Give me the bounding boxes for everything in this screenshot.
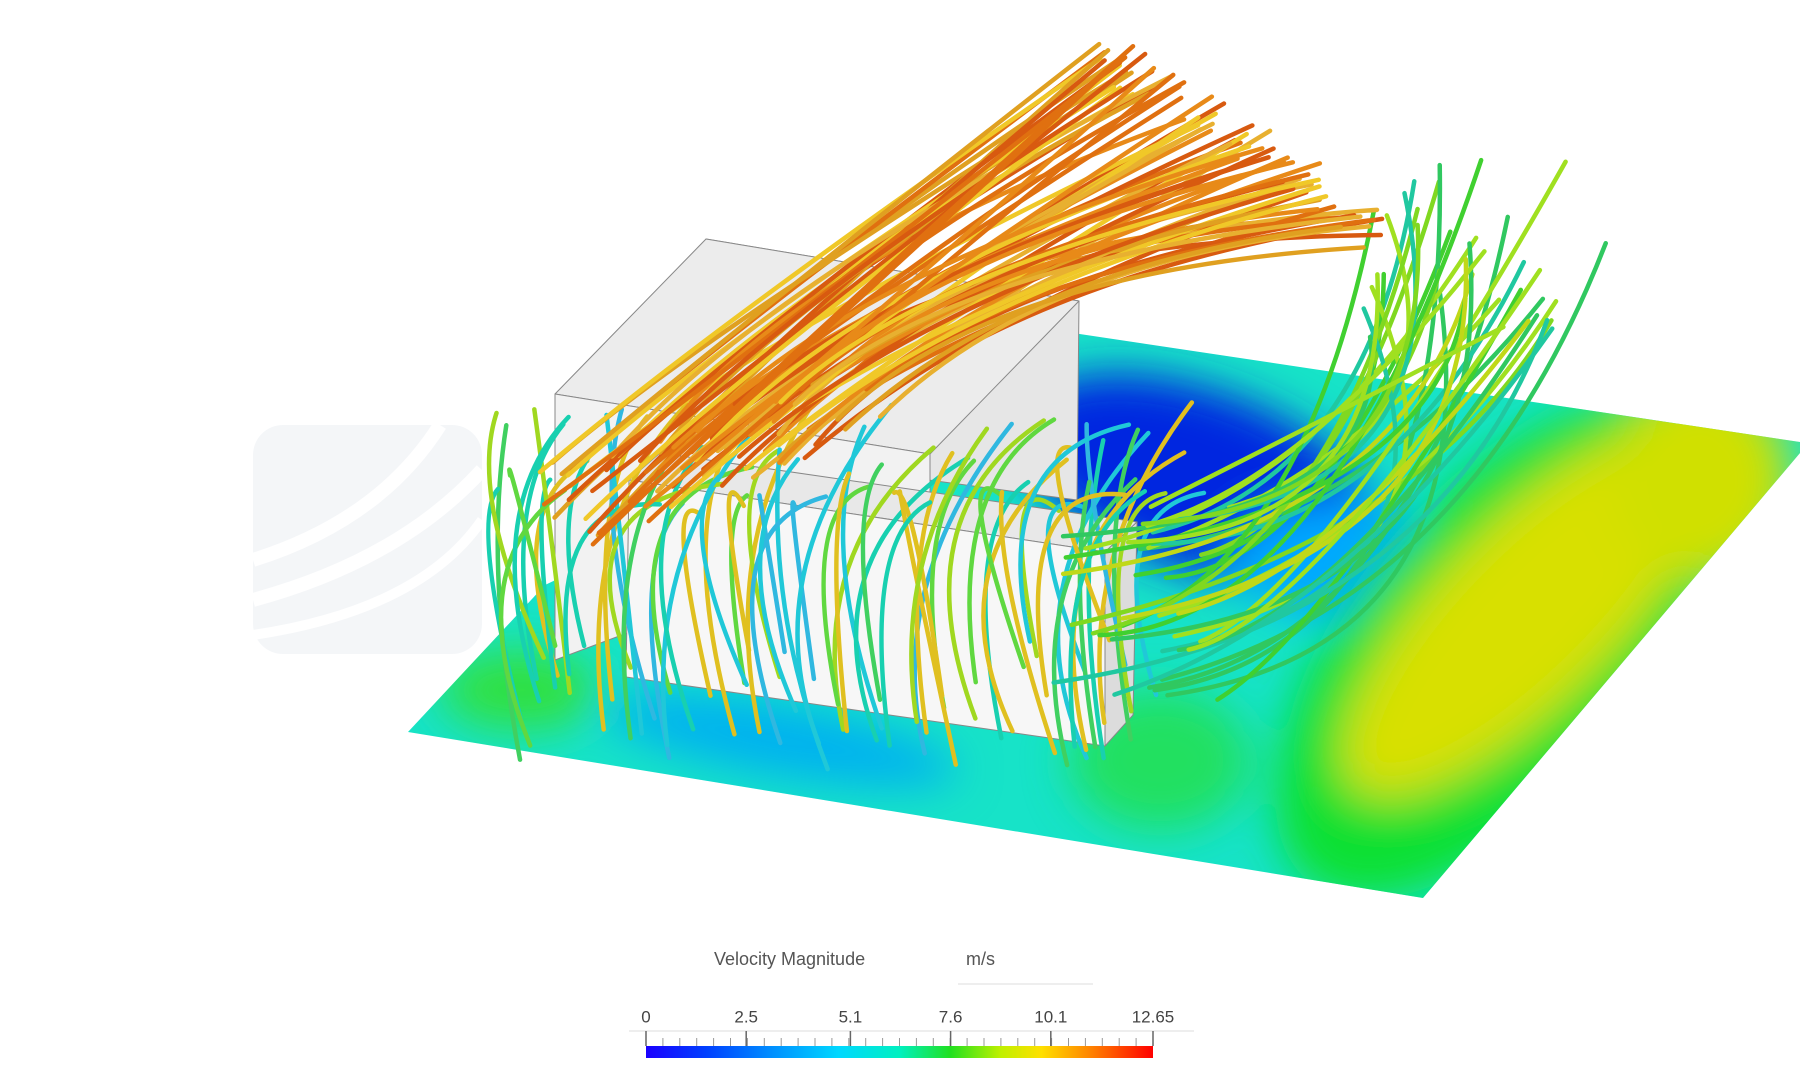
streamline [778, 177, 1321, 405]
logo-arc [251, 465, 488, 607]
logo-background [253, 425, 482, 654]
streamline [1077, 479, 1098, 750]
streamline [1109, 241, 1474, 642]
streamline [998, 489, 1058, 756]
plane-region [440, 650, 600, 730]
streamline [1084, 422, 1128, 668]
streamline [1018, 422, 1132, 644]
streamline [1097, 157, 1484, 638]
streamline [507, 467, 558, 649]
legend-ticks: 0 2.5 5.1 7.6 10.1 12.65 [641, 1007, 1174, 1046]
streamline [749, 494, 829, 746]
streamline [583, 85, 1123, 522]
streamline [897, 489, 959, 767]
streamline [1148, 324, 1506, 509]
streamline [587, 58, 1107, 534]
streamline [967, 417, 1057, 685]
streamline [946, 418, 1047, 721]
watermark-logo [250, 421, 488, 654]
streamline [1140, 222, 1421, 527]
streamline [1176, 318, 1531, 616]
streamline [498, 487, 568, 748]
streamline [1147, 214, 1511, 690]
plane-region [1610, 380, 1790, 580]
streamline [566, 60, 1123, 503]
streamline [790, 500, 817, 682]
streamline [860, 462, 885, 703]
streamline [604, 412, 645, 736]
streamline [1054, 445, 1112, 643]
legend-title: Velocity Magnitude [714, 949, 865, 969]
streamline [559, 41, 1102, 477]
streamline [1159, 240, 1609, 682]
legend-unit: m/s [966, 949, 995, 969]
streamline [757, 493, 787, 655]
streamline [834, 471, 852, 734]
colorbar [646, 1046, 1153, 1058]
streamline [777, 155, 1290, 466]
streamline [821, 484, 872, 707]
logo-arc [252, 517, 487, 640]
streamline [1115, 491, 1168, 714]
streamline [541, 55, 1128, 507]
tick-label: 10.1 [1034, 1007, 1067, 1026]
streamline [495, 423, 523, 762]
streamline [609, 407, 657, 721]
streamline [792, 214, 1363, 407]
tick-label: 7.6 [939, 1007, 963, 1026]
streamline [486, 410, 546, 660]
streamline [1111, 427, 1141, 742]
streamline [1112, 326, 1555, 697]
streamline [1051, 477, 1138, 768]
streamline [1035, 491, 1128, 698]
streamline [1145, 249, 1487, 528]
streamline [1055, 430, 1151, 761]
streamline [637, 69, 1155, 464]
streamline [879, 500, 933, 748]
tick-label: 0 [641, 1007, 650, 1026]
streamline [737, 186, 1296, 459]
streamline [699, 474, 749, 688]
streamline [590, 43, 1136, 547]
streamline [726, 490, 752, 653]
streamline [909, 426, 990, 725]
logo-arc [250, 421, 446, 567]
streamline [776, 194, 1329, 448]
tick-label: 2.5 [734, 1007, 758, 1026]
streamline [791, 184, 1322, 414]
streamline [1051, 317, 1550, 685]
streamline [1120, 256, 1469, 621]
tick-label: 5.1 [839, 1007, 863, 1026]
streamline [1186, 267, 1543, 652]
streamline [537, 56, 1103, 475]
streamline [843, 224, 1343, 432]
streamline [512, 414, 571, 704]
streamline [590, 51, 1148, 494]
tick-label: 12.65 [1132, 1007, 1175, 1026]
streamline [1198, 159, 1568, 644]
color-legend: Velocity Magnitude m/s 0 2.5 5.1 7.6 10.1 12.… [629, 949, 1194, 1058]
streamline [1068, 489, 1148, 749]
streamline [643, 65, 1157, 509]
streamline [795, 402, 894, 746]
streamline [914, 450, 955, 735]
streamline [1134, 490, 1207, 698]
streamline [773, 160, 1296, 404]
streamlines [486, 41, 1609, 772]
streamline [757, 457, 801, 714]
